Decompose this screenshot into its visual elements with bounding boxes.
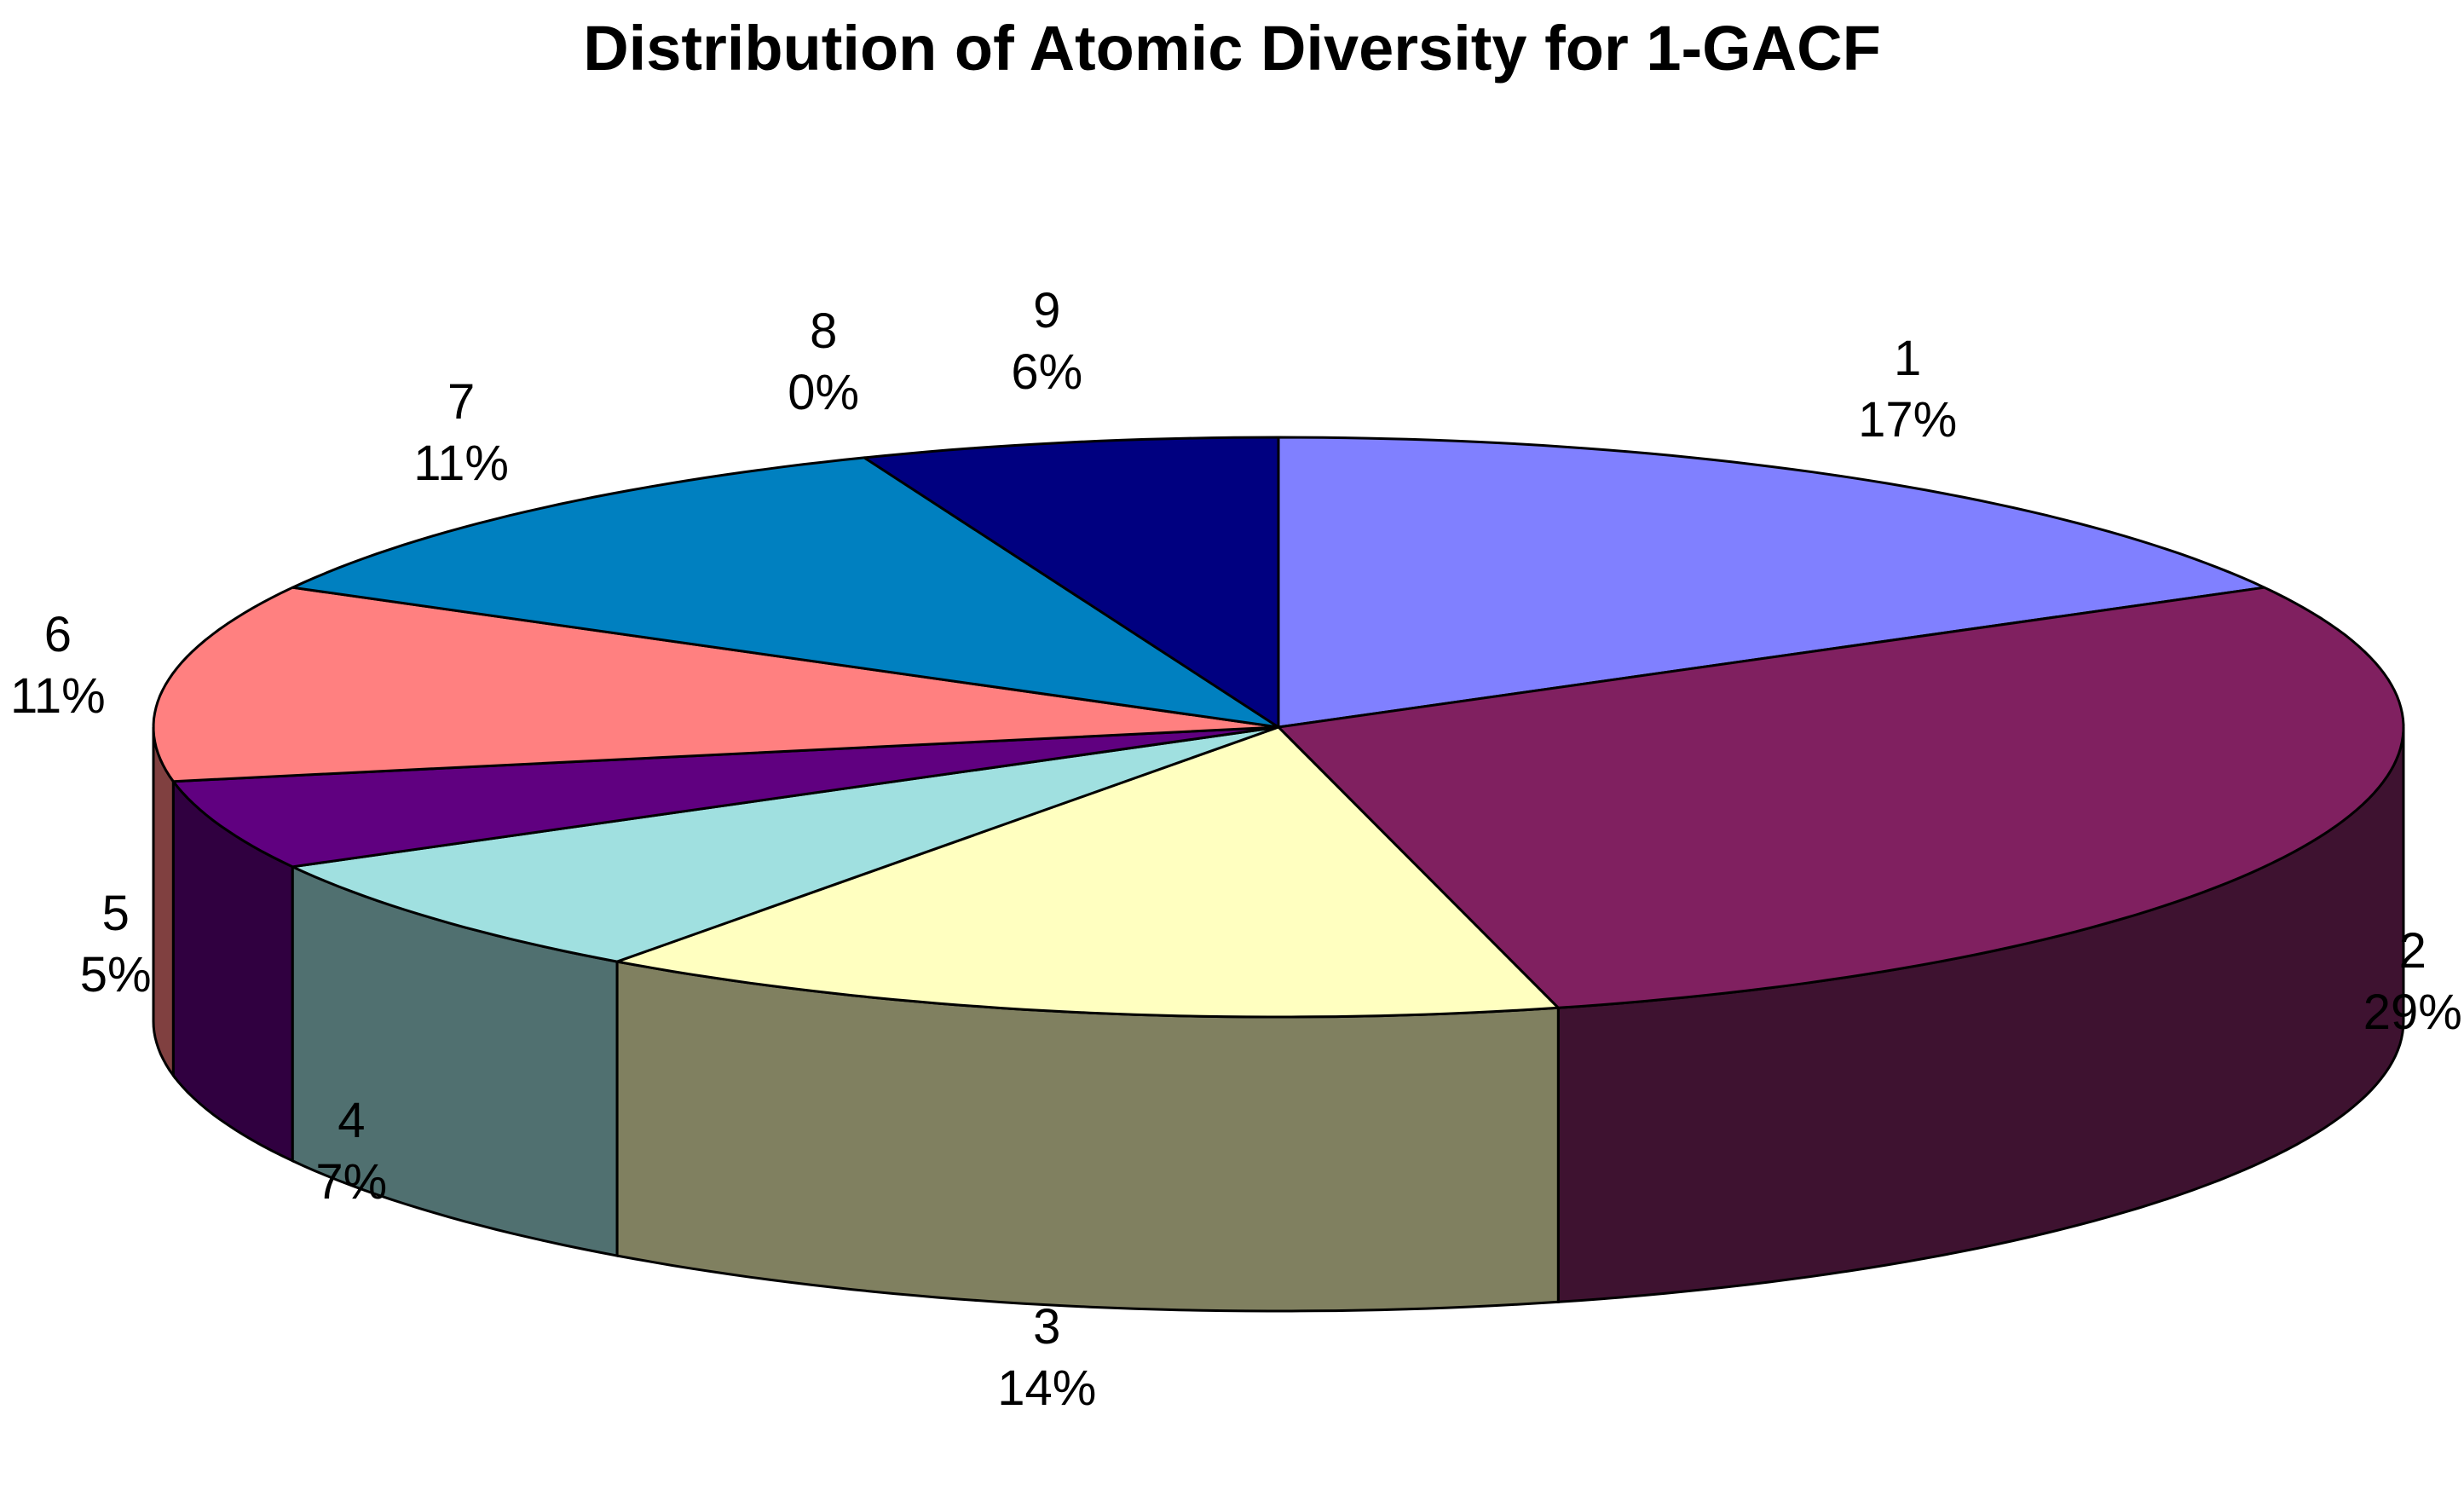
slice-label-9: 9 6% xyxy=(944,280,1149,403)
slice-percent: 14% xyxy=(997,1360,1097,1416)
pie-slice-7 xyxy=(291,456,1280,729)
pie-slice-3 xyxy=(615,725,1560,1019)
slice-category: 7 xyxy=(447,373,476,430)
pie-slice-6 xyxy=(152,586,1280,783)
pie-slice-4 xyxy=(291,725,1280,963)
pie-slice-9 xyxy=(863,436,1280,729)
slice-label-7: 7 11% xyxy=(359,372,563,494)
slice-category: 5 xyxy=(101,886,130,942)
chart-title: Distribution of Atomic Diversity for 1-G… xyxy=(583,13,1881,84)
slice-percent: 17% xyxy=(1858,392,1958,448)
slice-label-8: 8 0% xyxy=(721,301,926,424)
slice-category: 1 xyxy=(1893,331,1922,387)
slice-category: 2 xyxy=(2398,923,2426,979)
pie-slice-5 xyxy=(171,725,1280,869)
slice-label-3: 3 14% xyxy=(944,1297,1149,1419)
slice-percent: 0% xyxy=(788,365,860,421)
pie-slice-1 xyxy=(1277,436,2266,729)
slice-category: 3 xyxy=(1033,1298,1061,1355)
slice-percent: 11% xyxy=(9,668,106,725)
slice-category: 6 xyxy=(43,607,72,663)
slice-label-1: 1 17% xyxy=(1805,328,2010,451)
slice-category: 4 xyxy=(338,1093,366,1149)
slice-label-2: 2 29% xyxy=(2311,921,2464,1043)
slice-label-4: 4 7% xyxy=(249,1090,453,1213)
slice-category: 8 xyxy=(810,303,838,360)
slice-category: 9 xyxy=(1033,283,1061,339)
slice-label-5: 5 5% xyxy=(14,883,218,1006)
slice-percent: 7% xyxy=(315,1154,388,1210)
slice-percent: 6% xyxy=(1011,344,1083,401)
slice-label-6: 6 11% xyxy=(0,604,160,727)
slice-percent: 29% xyxy=(2363,985,2462,1041)
slice-percent: 5% xyxy=(79,947,152,1003)
slice-percent: 11% xyxy=(413,435,509,491)
pie-slice-2 xyxy=(1277,586,2405,1009)
